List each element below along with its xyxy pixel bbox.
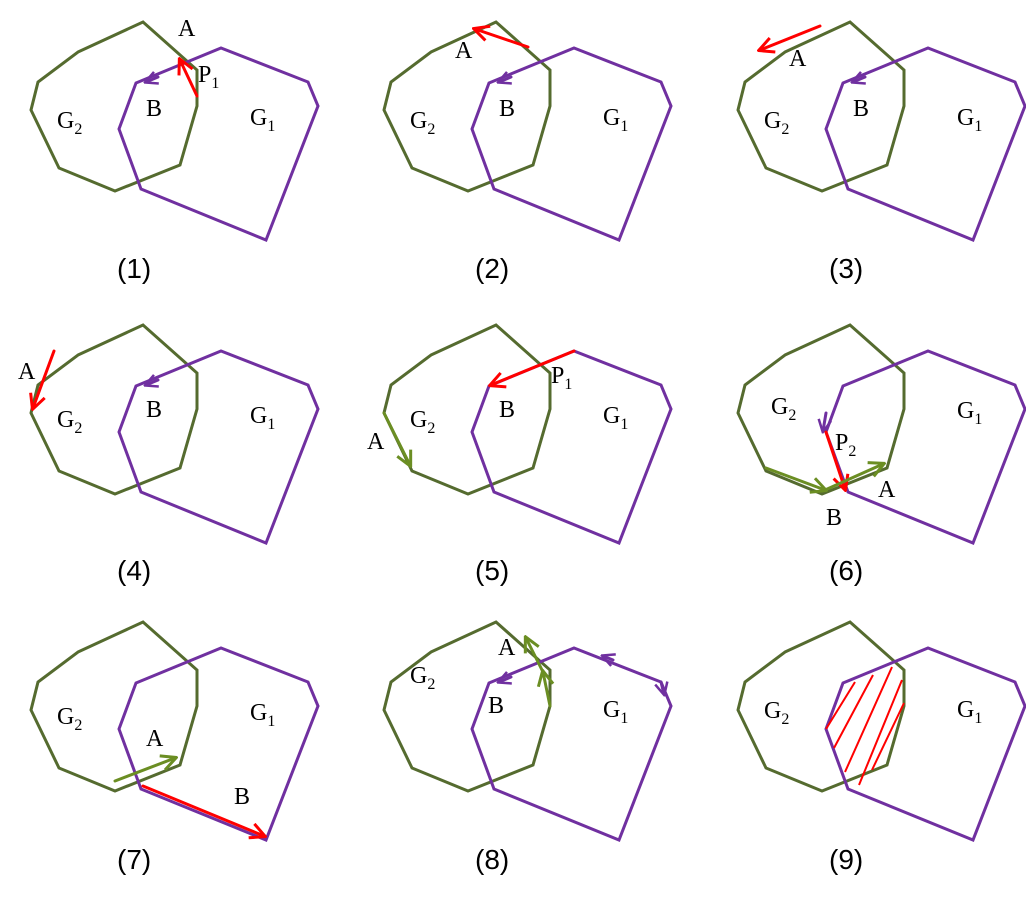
label-a: A [498, 635, 516, 661]
panel-6: A B P2 G2 G1 (6) [736, 323, 1026, 586]
purple-direction-arrow [499, 77, 513, 82]
g2-octagon [382, 620, 552, 793]
g2-octagon [736, 620, 906, 793]
caption-9: (9) [829, 844, 863, 875]
label-g2: G2 [771, 394, 796, 424]
panel-5: A B P1 G2 G1 (5) [367, 323, 673, 586]
red-edge [141, 784, 264, 836]
label-b: B [499, 96, 515, 122]
label-b: B [146, 96, 162, 122]
purple-direction-arrow [146, 380, 160, 385]
caption-8: (8) [475, 844, 509, 875]
label-g1: G1 [603, 697, 628, 727]
caption-1: (1) [117, 253, 151, 284]
g1-polygon [470, 46, 673, 242]
green-edge-2 [526, 638, 545, 674]
label-g2: G2 [57, 704, 82, 734]
label-g1: G1 [250, 105, 275, 135]
g1-polygon [824, 46, 1026, 242]
label-g2: G2 [410, 663, 435, 693]
label-b: B [853, 96, 869, 122]
label-g2: G2 [410, 108, 435, 138]
g2-octagon [736, 20, 906, 193]
g1-polygon [117, 349, 320, 545]
label-g2: G2 [410, 407, 435, 437]
g2-octagon [382, 323, 552, 496]
purple-direction-arrow-1 [603, 656, 613, 660]
red-edge [33, 349, 56, 408]
label-g1: G1 [957, 398, 982, 428]
caption-7: (7) [117, 844, 151, 875]
g1-polygon [470, 646, 673, 842]
label-b: B [826, 505, 842, 531]
caption-4: (4) [117, 555, 151, 586]
g2-octagon [29, 20, 199, 193]
green-edge-1 [764, 466, 825, 490]
red-edge [760, 24, 822, 50]
label-g1: G1 [603, 403, 628, 433]
label-b: B [499, 397, 515, 423]
g2-octagon [736, 323, 906, 496]
label-g2: G2 [764, 108, 789, 138]
purple-direction-arrow [146, 77, 160, 82]
label-a: A [178, 16, 196, 42]
label-b: B [234, 784, 250, 810]
red-edge [475, 29, 530, 49]
label-b: B [488, 693, 504, 719]
caption-5: (5) [475, 555, 509, 586]
label-g1: G1 [250, 700, 275, 730]
g1-polygon [824, 646, 1026, 842]
label-g1: G1 [603, 105, 628, 135]
label-g2: G2 [57, 407, 82, 437]
red-edge [180, 60, 199, 98]
purple-direction-arrow-2 [661, 680, 664, 694]
panel-3: A B G2 G1 (3) [736, 20, 1026, 284]
label-a: A [146, 726, 164, 752]
label-g2: G2 [764, 698, 789, 728]
intersection-hatch [825, 666, 905, 786]
label-a: A [455, 38, 473, 64]
label-g1: G1 [250, 403, 275, 433]
g2-octagon [29, 323, 199, 496]
green-edge [382, 411, 410, 465]
red-edge [824, 430, 845, 489]
label-a: A [789, 46, 807, 72]
panel-9: G2 G1 (9) [736, 620, 1026, 875]
green-edge [113, 758, 175, 783]
red-edge [491, 349, 576, 385]
label-g1: G1 [957, 697, 982, 727]
purple-direction-arrow [853, 77, 867, 82]
panel-7: A B G2 G1 (7) [29, 620, 320, 875]
g2-octagon [29, 620, 199, 793]
panel-1: A B P1 G2 G1 (1) [29, 16, 320, 284]
panel-2: A B G2 G1 (2) [382, 20, 673, 284]
panel-4: A B G2 G1 (4) [18, 323, 320, 586]
g1-polygon [117, 646, 320, 842]
panel-8: A B G2 G1 (8) [382, 620, 673, 875]
green-edge-2 [823, 464, 883, 492]
label-b: B [146, 397, 162, 423]
label-a: A [878, 477, 896, 503]
label-a: A [18, 359, 36, 385]
purple-direction-arrow-3 [499, 677, 513, 682]
label-a: A [367, 429, 385, 455]
label-p1: P1 [551, 363, 572, 393]
g1-polygon [117, 46, 320, 242]
caption-6: (6) [829, 555, 863, 586]
caption-2: (2) [475, 253, 509, 284]
label-p1: P1 [198, 62, 219, 92]
purple-direction-arrow [823, 411, 826, 431]
green-edge-1 [543, 672, 550, 708]
caption-3: (3) [829, 253, 863, 284]
label-g1: G1 [957, 105, 982, 135]
label-p2: P2 [835, 430, 856, 460]
g1-polygon [470, 349, 673, 545]
label-g2: G2 [57, 108, 82, 138]
